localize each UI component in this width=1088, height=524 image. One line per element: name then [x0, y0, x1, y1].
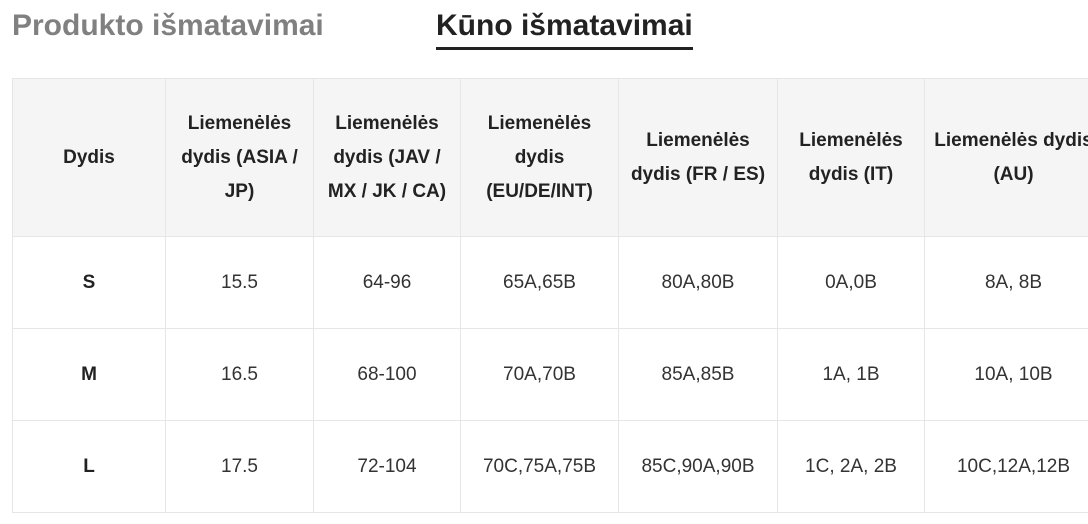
table-row: S 15.5 64-96 65A,65B 80A,80B 0A,0B 8A, 8…: [12, 236, 1088, 329]
tab-body-measurements[interactable]: Kūno išmatavimai: [436, 6, 693, 50]
table-cell: 65A,65B: [460, 236, 619, 329]
table-cell: 68-100: [313, 328, 461, 421]
size-label-cell: S: [12, 236, 166, 329]
size-label-cell: L: [12, 420, 166, 513]
table-cell: 15.5: [165, 236, 314, 329]
column-header-eu-de-int: Liemenėlės dydis (EU/DE/INT): [460, 78, 619, 237]
tab-product-measurements[interactable]: Produkto išmatavimai: [12, 9, 324, 42]
table-cell: 0A,0B: [777, 236, 925, 329]
column-header-it: Liemenėlės dydis (IT): [777, 78, 925, 237]
column-header-au: Liemenėlės dydis (AU): [924, 78, 1088, 237]
table-cell: 8A, 8B: [924, 236, 1088, 329]
column-header-fr-es: Liemenėlės dydis (FR / ES): [618, 78, 778, 237]
table-cell: 10A, 10B: [924, 328, 1088, 421]
table-cell: 1A, 1B: [777, 328, 925, 421]
table-header-row: Dydis Liemenėlės dydis (ASIA / JP) Lieme…: [12, 78, 1088, 237]
table-cell: 16.5: [165, 328, 314, 421]
table-cell: 17.5: [165, 420, 314, 513]
table-cell: 1C, 2A, 2B: [777, 420, 925, 513]
table-cell: 70C,75A,75B: [460, 420, 619, 513]
table-cell: 70A,70B: [460, 328, 619, 421]
table-cell: 64-96: [313, 236, 461, 329]
table-cell: 10C,12A,12B: [924, 420, 1088, 513]
table-cell: 72-104: [313, 420, 461, 513]
table-row: L 17.5 72-104 70C,75A,75B 85C,90A,90B 1C…: [12, 420, 1088, 513]
size-label-cell: M: [12, 328, 166, 421]
table-cell: 85A,85B: [618, 328, 778, 421]
table-cell: 80A,80B: [618, 236, 778, 329]
table-row: M 16.5 68-100 70A,70B 85A,85B 1A, 1B 10A…: [12, 328, 1088, 421]
size-chart-container: Dydis Liemenėlės dydis (ASIA / JP) Lieme…: [12, 78, 1088, 518]
size-chart-table: Dydis Liemenėlės dydis (ASIA / JP) Lieme…: [12, 78, 1088, 513]
column-header-asia-jp: Liemenėlės dydis (ASIA / JP): [165, 78, 314, 237]
column-header-size: Dydis: [12, 78, 166, 237]
table-cell: 85C,90A,90B: [618, 420, 778, 513]
column-header-us-mx-uk-ca: Liemenėlės dydis (JAV / MX / JK / CA): [313, 78, 461, 237]
